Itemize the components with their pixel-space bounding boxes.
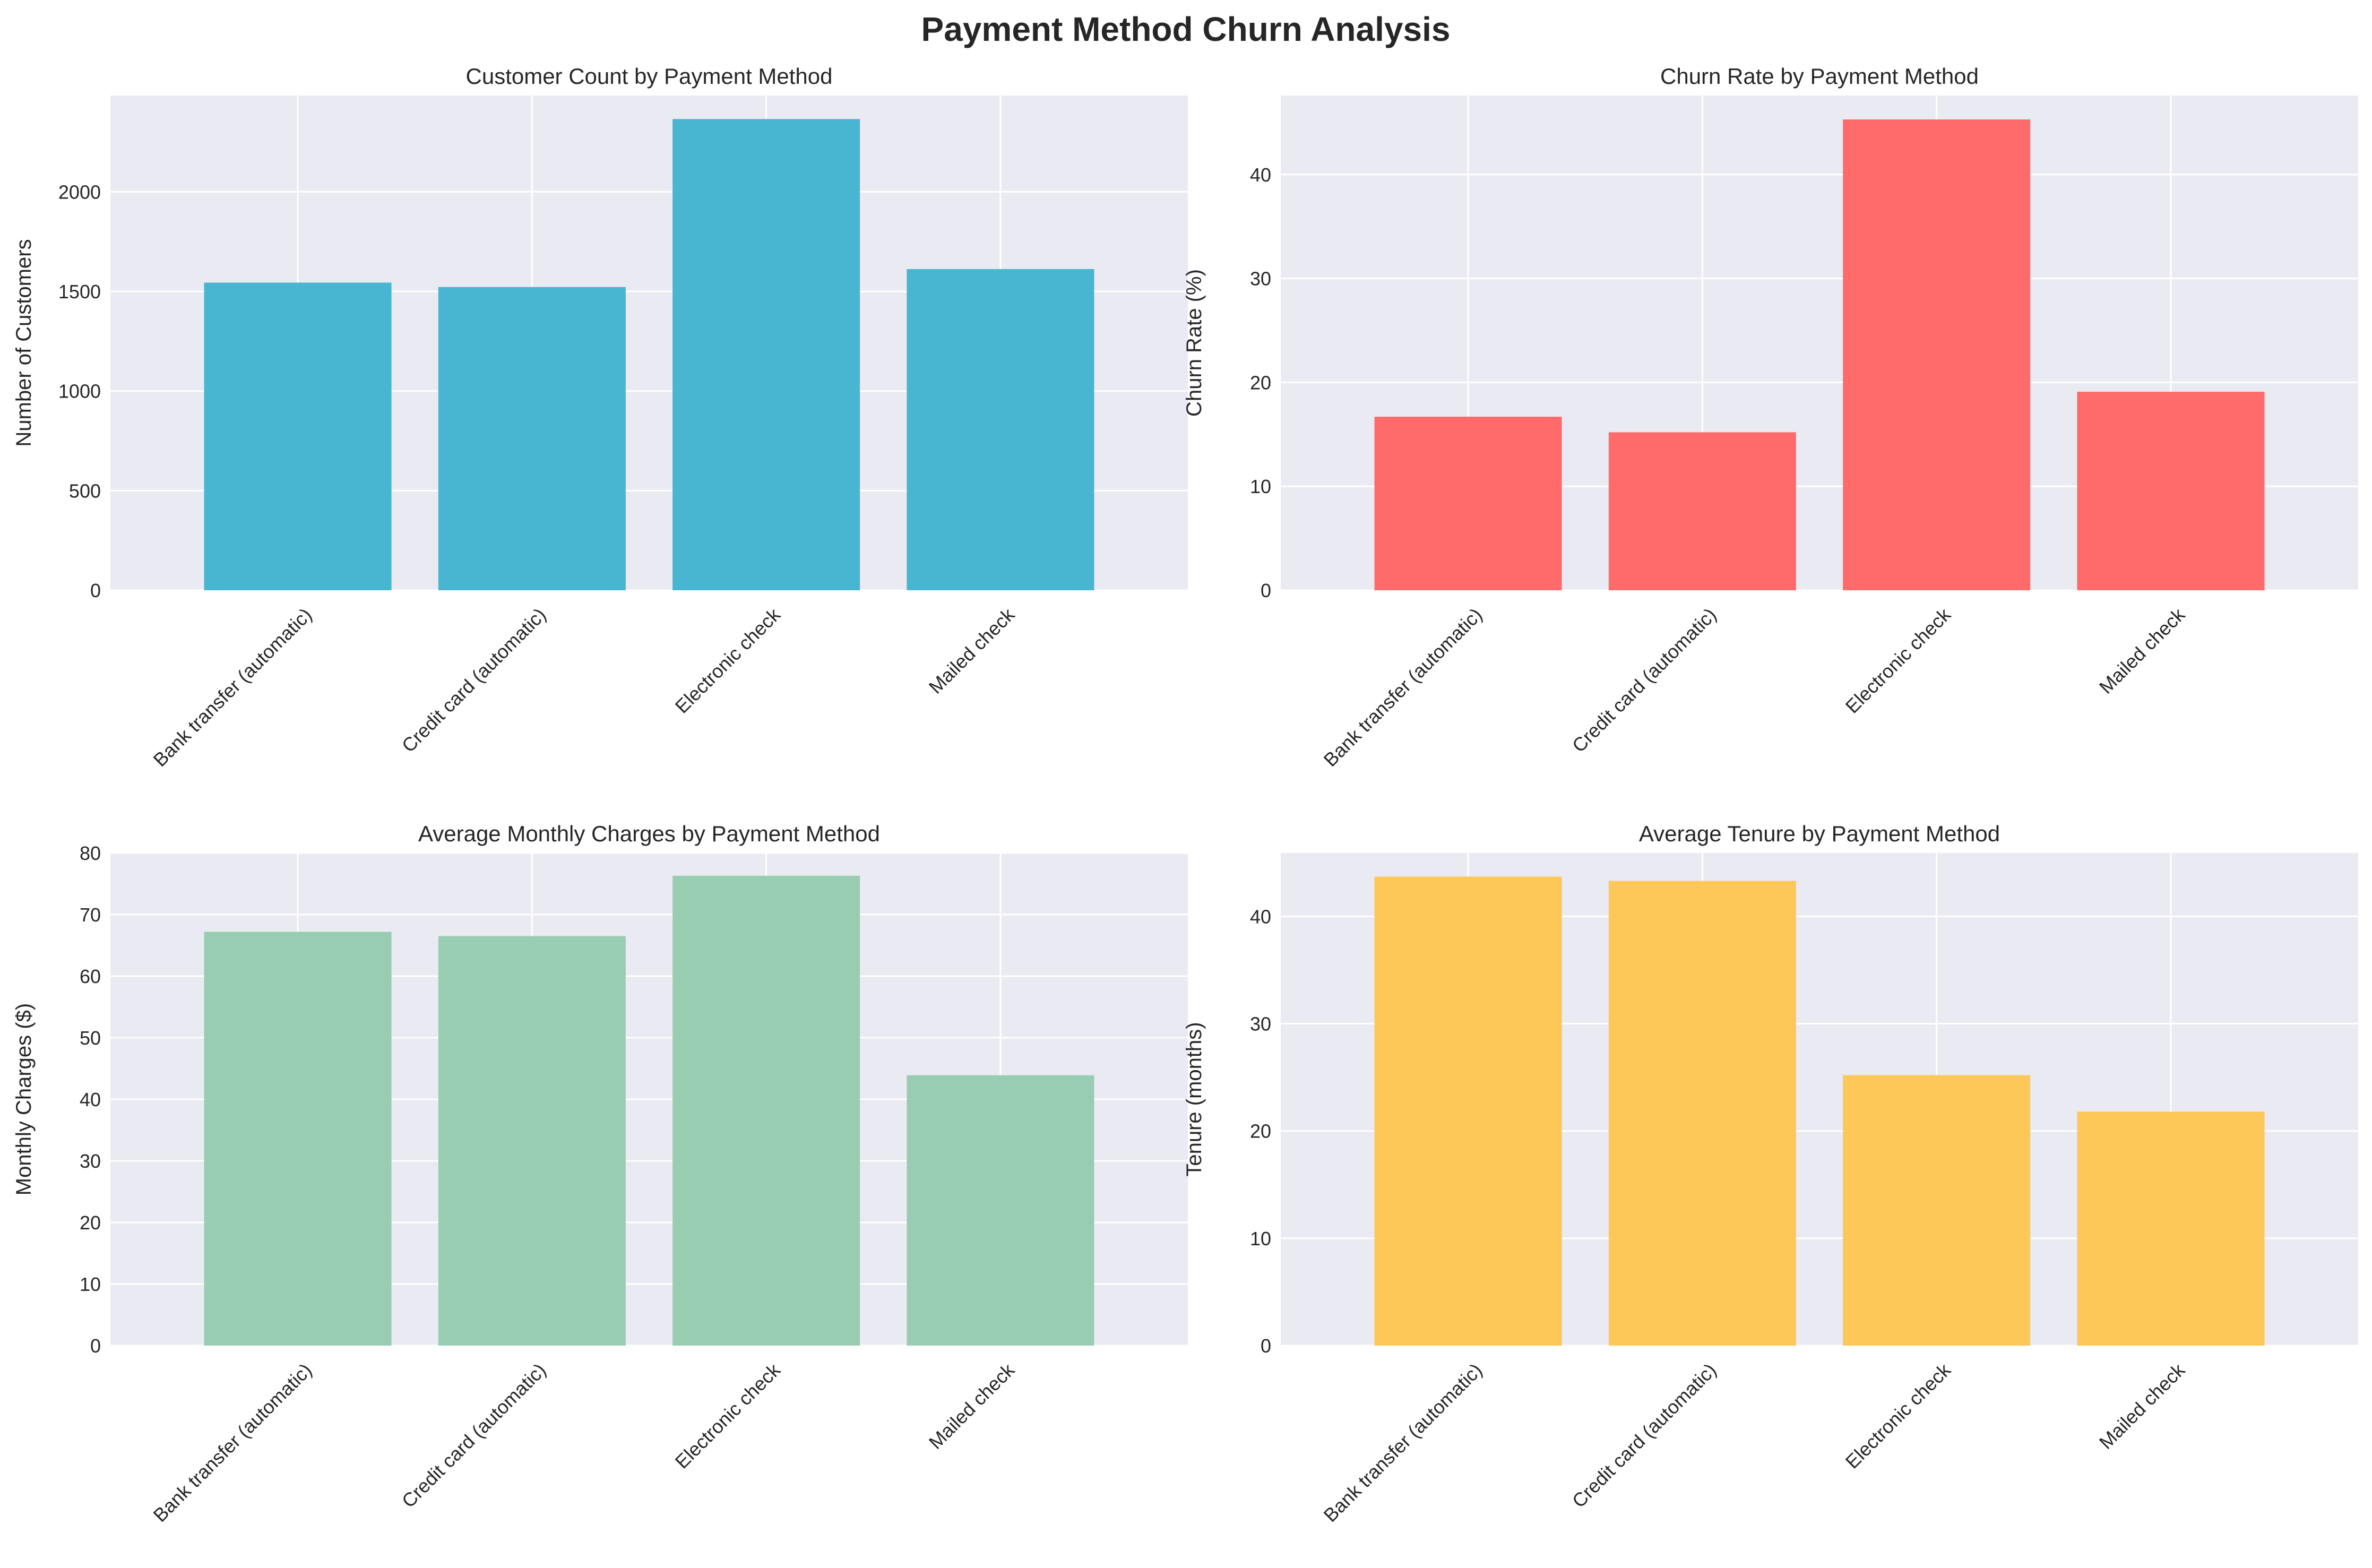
bar-bank-transfer-automatic (1374, 876, 1562, 1346)
panel-title: Average Tenure by Payment Method (1639, 821, 2000, 846)
y-tick-label: 30 (1250, 268, 1271, 290)
y-tick-label: 40 (80, 1089, 101, 1110)
bar-electronic-check (672, 875, 860, 1346)
y-tick-label: 2000 (58, 181, 101, 203)
y-axis-label: Monthly Charges ($) (12, 1003, 36, 1195)
bar-bank-transfer-automatic (1374, 417, 1562, 590)
y-tick-label: 20 (1250, 372, 1271, 393)
y-axis-label: Tenure (months) (1183, 1022, 1206, 1176)
y-tick-label: 80 (80, 842, 101, 864)
bar-electronic-check (1843, 119, 2031, 590)
bar-mailed-check (2077, 1112, 2265, 1346)
y-tick-label: 20 (1250, 1121, 1271, 1142)
y-tick-label: 40 (1250, 906, 1271, 927)
bar-credit-card-automatic (1608, 432, 1796, 590)
bar-mailed-check (907, 1075, 1094, 1346)
y-tick-label: 0 (90, 580, 101, 601)
y-tick-label: 10 (1250, 1228, 1271, 1250)
y-tick-label: 60 (80, 966, 101, 987)
y-tick-label: 1500 (58, 281, 101, 303)
y-tick-label: 500 (69, 480, 101, 502)
figure-title: Payment Method Churn Analysis (921, 10, 1451, 48)
y-axis-label: Number of Customers (12, 239, 36, 446)
y-tick-label: 30 (1250, 1013, 1271, 1035)
panel-title: Customer Count by Payment Method (466, 64, 833, 89)
y-tick-label: 0 (90, 1335, 101, 1357)
bar-bank-transfer-automatic (204, 282, 392, 590)
y-tick-label: 40 (1250, 164, 1271, 186)
y-tick-label: 50 (80, 1027, 101, 1049)
bar-credit-card-automatic (1608, 881, 1796, 1346)
bar-mailed-check (2077, 392, 2265, 590)
bar-credit-card-automatic (438, 287, 626, 590)
bar-electronic-check (672, 119, 860, 591)
y-tick-label: 20 (80, 1212, 101, 1234)
y-tick-label: 0 (1261, 580, 1271, 601)
y-tick-label: 0 (1261, 1335, 1271, 1357)
panel-title: Average Monthly Charges by Payment Metho… (418, 821, 880, 846)
y-tick-label: 10 (80, 1273, 101, 1295)
y-axis-label: Churn Rate (%) (1183, 269, 1206, 417)
y-tick-label: 30 (80, 1150, 101, 1172)
bar-mailed-check (907, 269, 1094, 590)
bar-credit-card-automatic (438, 936, 626, 1346)
bar-electronic-check (1843, 1075, 2031, 1346)
y-tick-label: 10 (1250, 476, 1271, 497)
panel-title: Churn Rate by Payment Method (1660, 64, 1979, 89)
bar-bank-transfer-automatic (204, 932, 392, 1346)
y-tick-label: 1000 (58, 381, 101, 402)
y-tick-label: 70 (80, 904, 101, 926)
